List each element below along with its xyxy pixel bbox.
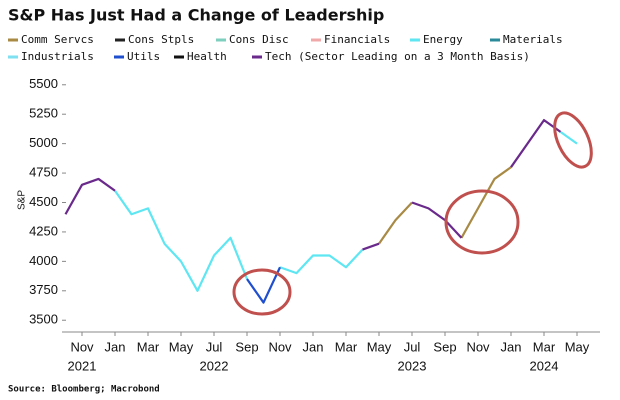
y-tick-label: 3500 — [29, 312, 58, 327]
x-tick-label: Nov — [466, 339, 490, 354]
legend-label: Cons Stpls — [128, 33, 194, 46]
source: Source: Bloomberg; Macrobond — [8, 385, 160, 395]
y-tick-label: 4250 — [29, 223, 58, 238]
plot-area — [64, 118, 578, 304]
x-tick-label: Nov — [70, 339, 94, 354]
x-tick-label: May — [169, 339, 194, 354]
x-tick-label: Sep — [433, 339, 456, 354]
legend-label: Utils — [127, 50, 160, 63]
x-tick-label: May — [367, 339, 392, 354]
x-tick-label: Jan — [105, 339, 126, 354]
series-line — [246, 266, 281, 304]
highlight-circle — [444, 189, 520, 255]
highlight-circle — [232, 268, 292, 316]
legend-label: Industrials — [21, 50, 94, 63]
x-tick-label: Jul — [404, 339, 421, 354]
x-year-label: 2021 — [68, 358, 97, 373]
x-tick-label: Nov — [268, 339, 292, 354]
series-line — [378, 166, 512, 245]
legend-label: Financials — [324, 33, 390, 46]
x-tick-label: Mar — [335, 339, 358, 354]
legend-label: Cons Disc — [229, 33, 289, 46]
legend-label: Materials — [503, 33, 563, 46]
y-tick-label: 4750 — [29, 165, 58, 180]
chart-title: S&P Has Just Had a Change of Leadership — [8, 6, 384, 25]
x-year-label: 2023 — [398, 358, 427, 373]
legend-label: Health — [187, 50, 227, 63]
y-tick-label: 5000 — [29, 135, 58, 150]
legend-label: Tech (Sector Leading on a 3 Month Basis) — [265, 50, 530, 63]
annotations — [232, 111, 593, 316]
series-line — [114, 130, 578, 292]
y-tick-label: 5250 — [29, 106, 58, 121]
legend-label: Comm Servcs — [21, 33, 94, 46]
series-line — [64, 118, 562, 251]
x-tick-label: Jul — [206, 339, 223, 354]
highlight-circle — [553, 111, 593, 169]
x-year-label: 2024 — [530, 358, 559, 373]
x-tick-label: May — [565, 339, 590, 354]
x-tick-label: Sep — [235, 339, 258, 354]
y-tick-label: 5500 — [29, 76, 58, 91]
y-tick-label: 3750 — [29, 282, 58, 297]
y-tick-label: 4000 — [29, 253, 58, 268]
x-tick-label: Mar — [533, 339, 556, 354]
y-axis-label: S&P — [17, 190, 28, 210]
x-tick-label: Jan — [501, 339, 522, 354]
x-tick-label: Jan — [303, 339, 324, 354]
x-tick-label: Mar — [137, 339, 160, 354]
legend-label: Energy — [423, 33, 463, 46]
x-year-label: 2022 — [200, 358, 229, 373]
y-tick-label: 4500 — [29, 194, 58, 209]
